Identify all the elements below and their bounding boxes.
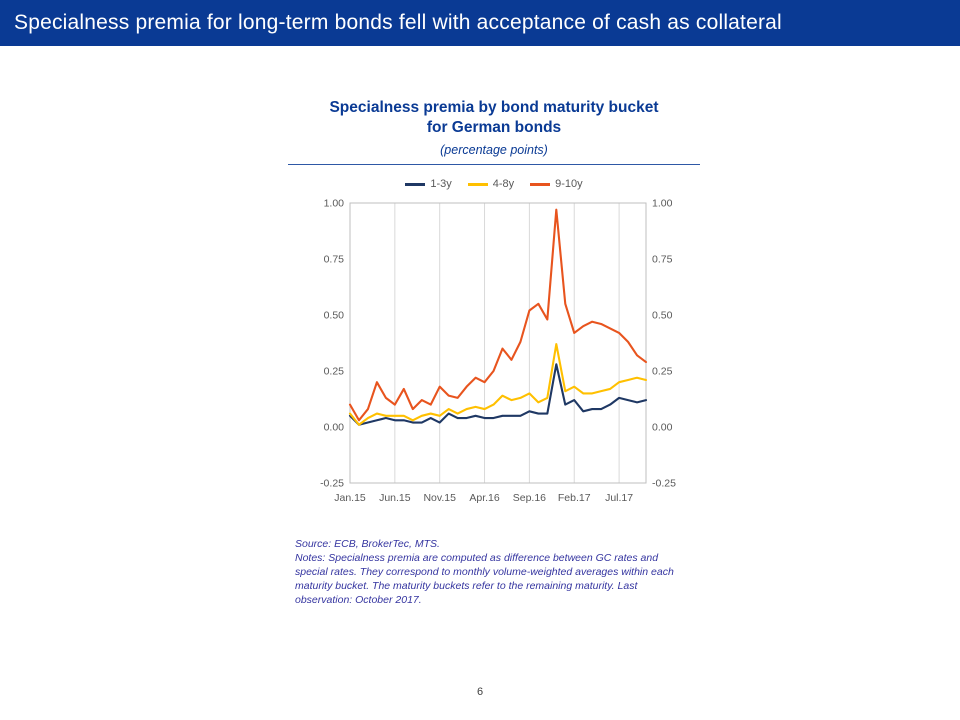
slide-title: Specialness premia for long-term bonds f… [14, 11, 782, 34]
legend-label-1-3y: 1-3y [430, 178, 452, 191]
chart-legend: 1-3y 4-8y 9-10y [288, 175, 700, 193]
x-axis-label: Sep.16 [513, 492, 546, 504]
source-notes: Source: ECB, BrokerTec, MTS. Notes: Spec… [295, 538, 674, 607]
chart-block: Specialness premia by bond maturity buck… [288, 98, 700, 509]
y-axis-label-left: 1.00 [324, 198, 345, 210]
series-line-9-10y [348, 208, 648, 422]
y-axis-label-left: 0.25 [324, 366, 345, 378]
legend-swatch-9-10y [530, 182, 551, 186]
plot-border [349, 202, 647, 484]
x-axis-label: Feb.17 [558, 492, 591, 504]
series-line-1-3y [348, 363, 648, 427]
y-axis-label-right: 0.25 [652, 366, 673, 378]
chart-svg: 1.00 1.00 0.75 0.75 0.50 0.50 0.25 0.25 0.00 0.00… [320, 198, 676, 505]
legend-item-4-8y: 4-8y [467, 178, 515, 191]
legend-swatch-4-8y [467, 182, 488, 186]
y-axis-label-left: -0.25 [320, 478, 344, 490]
chart-subtitle: (percentage points) [440, 143, 548, 158]
line-chart: 1.00 1.00 0.75 0.75 0.50 0.50 0.25 0.25 0.00 0.00… [304, 195, 684, 509]
x-axis-label: Apr.16 [469, 492, 500, 504]
y-axis-label-right: -0.25 [652, 478, 676, 490]
legend-swatch-1-3y [405, 182, 426, 186]
y-axis-label-right: 0.50 [652, 310, 673, 322]
series-line-4-8y [348, 343, 648, 427]
slide-header: Specialness premia for long-term bonds f… [0, 0, 960, 46]
y-axis-label-left: 0.50 [324, 310, 345, 322]
page-number: 6 [476, 686, 484, 698]
legend-label-9-10y: 9-10y [555, 178, 583, 191]
legend-label-4-8y: 4-8y [492, 178, 515, 191]
chart-title-line2: for German bonds [426, 119, 562, 137]
x-axis-label: Nov.15 [423, 492, 456, 504]
chart-title-line1: Specialness premia by bond maturity buck… [329, 99, 659, 116]
y-axis-label-right: 0.00 [652, 422, 673, 434]
y-axis-label-right: 0.75 [652, 254, 673, 266]
y-axis-label-left: 0.00 [324, 422, 345, 434]
legend-item-9-10y: 9-10y [530, 178, 583, 190]
x-axis-label: Jan.15 [334, 492, 366, 504]
y-axis-label-left: 0.75 [324, 254, 345, 266]
legend-item-1-3y: 1-3y [405, 178, 452, 191]
x-axis-label: Jun.15 [379, 492, 411, 504]
chart-title: Specialness premia by bond maturity buck… [288, 98, 700, 138]
x-axis-label: Jul.17 [605, 492, 633, 504]
title-divider [288, 164, 700, 166]
y-axis-label-right: 1.00 [652, 198, 673, 210]
